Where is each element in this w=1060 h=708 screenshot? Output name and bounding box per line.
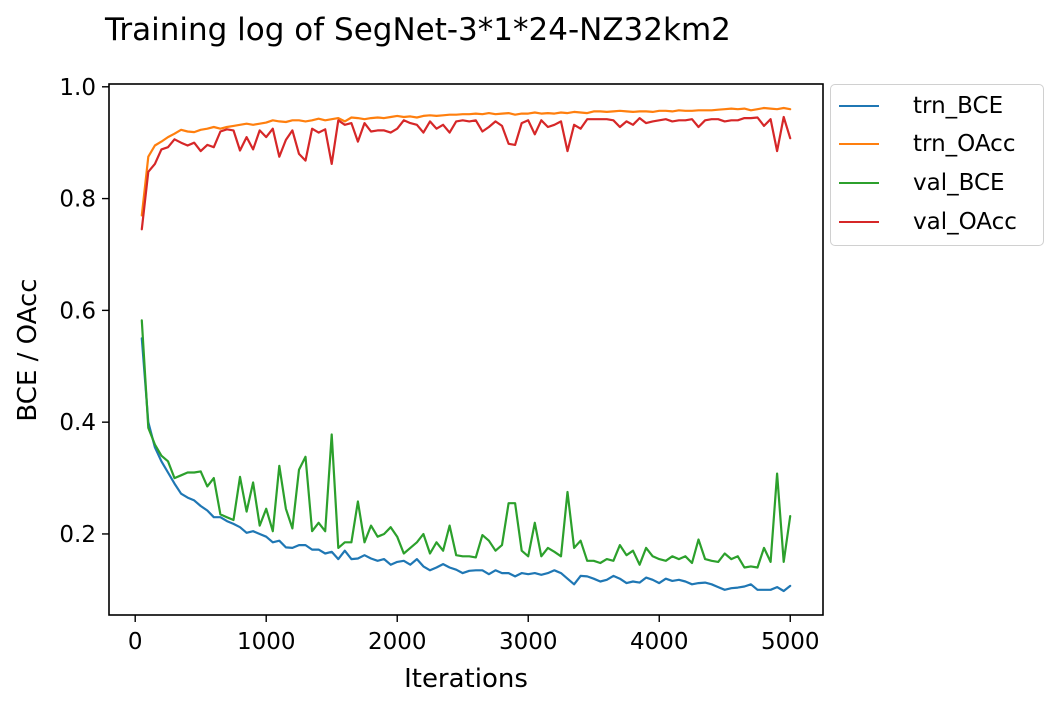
series-line-val-bce (140, 319, 792, 569)
x-tick-label: 3000 (499, 629, 558, 655)
legend-item-val-oacc: val_OAcc (839, 207, 1017, 237)
x-tick-label: 0 (128, 629, 143, 655)
y-tick-label: 0.4 (59, 410, 96, 436)
legend-swatch (839, 105, 879, 107)
legend-swatch (839, 182, 879, 184)
y-tick-label: 0.2 (59, 522, 96, 548)
plot-area (140, 106, 792, 593)
y-axis-label: BCE / OAcc (13, 278, 43, 421)
legend-item-val-bce: val_BCE (839, 168, 1005, 198)
legend-item-trn-oacc: trn_OAcc (839, 129, 1015, 159)
x-axis-label: Iterations (404, 664, 528, 694)
series-line-trn-bce (140, 337, 792, 593)
x-tick-label: 1000 (237, 629, 296, 655)
x-tick-label: 4000 (630, 629, 689, 655)
x-axis: 0 1000 2000 3000 4000 5000 (128, 615, 820, 655)
legend-label: val_BCE (913, 170, 1005, 196)
legend-swatch (839, 221, 879, 223)
y-tick-label: 0.8 (59, 187, 96, 213)
legend-label: trn_OAcc (913, 131, 1016, 157)
axes-frame (108, 83, 824, 616)
y-tick-label: 1.0 (59, 75, 96, 101)
chart-title: Training log of SegNet-3*1*24-NZ32km2 (104, 12, 731, 48)
y-tick-label: 0.6 (59, 298, 96, 324)
x-tick-label: 2000 (368, 629, 427, 655)
series-line-trn-oacc (140, 106, 792, 217)
x-tick-label: 5000 (761, 629, 820, 655)
series-line-val-oacc (140, 115, 792, 231)
legend-item-trn-bce: trn_BCE (839, 91, 1003, 121)
legend-label: trn_BCE (913, 93, 1004, 119)
legend-swatch (839, 143, 879, 145)
legend: trn_BCE trn_OAcc val_BCE val_OAcc (830, 84, 1044, 246)
legend-label: val_OAcc (913, 209, 1017, 235)
y-axis: 0.2 0.4 0.6 0.8 1.0 (59, 75, 109, 548)
